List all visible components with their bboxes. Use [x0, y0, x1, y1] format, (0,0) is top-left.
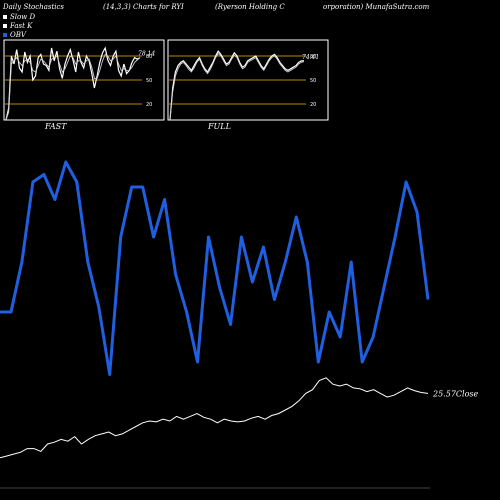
panel-tick-label-full-50: 50	[310, 78, 316, 84]
chart-title-source: orporation) MunafaSutra.com	[323, 3, 430, 11]
close-series-line	[0, 377, 429, 459]
legend-item-obv: OBV	[3, 31, 26, 39]
legend-item-fast-k: Fast K	[3, 22, 32, 30]
close-value-label: 25.57Close	[432, 389, 479, 398]
panel-series-line-full-1	[169, 52, 305, 121]
panel-tick-label-fast-50: 50	[146, 78, 152, 84]
chart-title-company: (Ryerson Holding C	[215, 3, 285, 11]
legend-swatch-fast-k	[3, 24, 7, 28]
panel-tick-label-full-20: 20	[310, 102, 316, 108]
legend-swatch-slow-d	[3, 15, 7, 19]
panel-last-value-label-full: 74.41	[302, 54, 319, 61]
obv-series-line	[0, 160, 430, 376]
legend-swatch-obv	[3, 33, 7, 37]
panel-tick-label-fast-20: 20	[146, 102, 152, 108]
chart-title-params: (14,3,3) Charts for RYI	[103, 3, 184, 11]
legend-label-slow-d: Slow D	[10, 13, 36, 21]
legend-label-fast-k: Fast K	[10, 22, 33, 30]
chart-title-left: Daily Stochastics	[3, 3, 65, 11]
panel-last-value-label-fast: 78.14	[138, 51, 155, 58]
legend-label-obv: OBV	[10, 31, 26, 39]
panel-series-line-fast-1	[5, 53, 141, 121]
panel-tick-label-fast-80: 80	[146, 54, 152, 60]
panel-series-line-full-0	[169, 50, 304, 121]
legend-item-slow-d: Slow D	[3, 13, 35, 21]
panel-tick-label-full-80: 80	[310, 54, 316, 60]
panel-label-fast: FAST	[45, 122, 67, 131]
panel-label-full: FULL	[208, 122, 231, 131]
